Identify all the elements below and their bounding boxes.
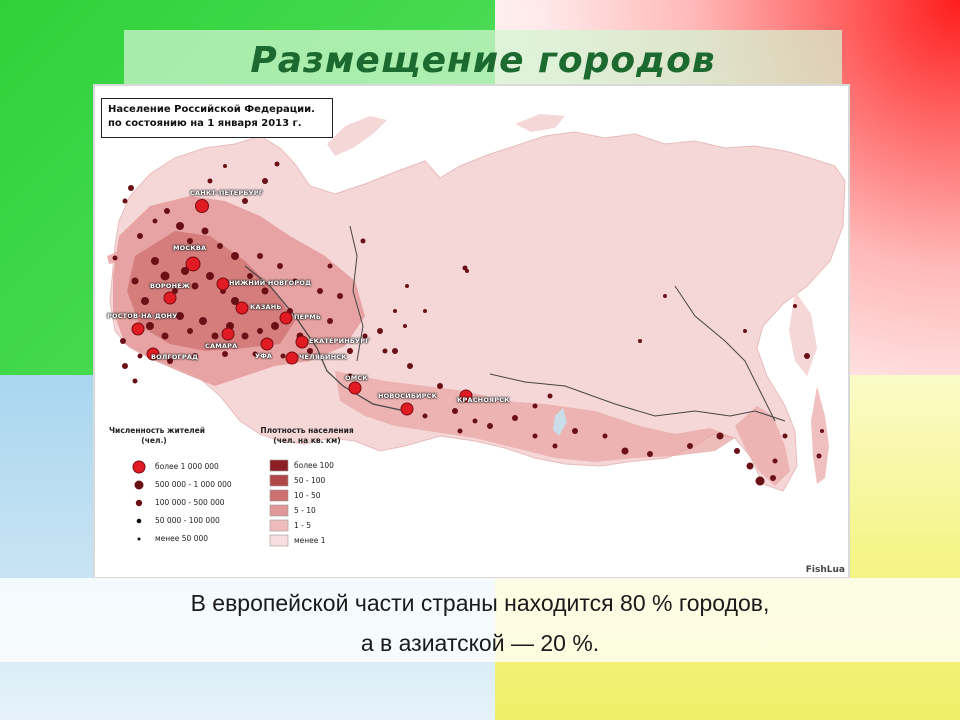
city-label: САМАРА	[205, 342, 238, 350]
city-marker-chelyabinsk	[285, 351, 299, 365]
city-label: МОСКВА	[173, 244, 207, 252]
million-city-markers	[131, 199, 473, 416]
legend-density-title-line: Плотность населения	[260, 426, 354, 435]
ural-border-line	[349, 225, 364, 362]
density-swatch-3	[269, 489, 289, 502]
map-header-line-2: по состоянию на 1 января 2013 г.	[108, 118, 302, 129]
legend-density-swatches	[269, 459, 289, 547]
legend-density-label: 5 - 10	[294, 506, 316, 515]
density-swatch-6	[269, 534, 289, 547]
city-marker-saint-petersburg	[195, 199, 209, 213]
legend-density-label: 50 - 100	[294, 476, 326, 485]
far-east-band	[735, 406, 790, 486]
density-swatch-4	[269, 504, 289, 517]
city-label: УФА	[255, 352, 273, 360]
far-east-border-line	[674, 285, 776, 422]
city-label: ОМСК	[345, 374, 368, 382]
caption-line-1: В европейской части страны находится 80 …	[190, 590, 770, 616]
legend-population-label: более 1 000 000	[155, 462, 219, 471]
city-marker-rostov	[131, 322, 145, 336]
city-label: КАЗАНЬ	[250, 303, 282, 311]
title-band	[124, 30, 842, 92]
siberian-settlement-band	[335, 371, 735, 462]
city-marker-volgograd	[146, 347, 160, 361]
internal-border-line	[244, 265, 406, 412]
city-marker-samara	[221, 327, 235, 341]
european-core-zone	[127, 231, 295, 351]
city-marker-perm	[279, 311, 293, 325]
russia-landmass	[109, 131, 846, 492]
russia-map-graphic	[107, 114, 846, 547]
taymyr-islands	[515, 114, 565, 132]
legend-density-title: Плотность населения (чел. на кв. км)	[257, 426, 357, 446]
city-marker-omsk	[348, 381, 362, 395]
legend-population-label: 50 000 - 100 000	[155, 516, 220, 525]
city-marker-kazan	[235, 301, 249, 315]
city-label: РОСТОВ-НА-ДОНУ	[107, 312, 178, 320]
density-swatch-5	[269, 519, 289, 532]
sakhalin-island	[811, 386, 829, 484]
city-marker-novosibirsk	[400, 402, 414, 416]
legend-population-label: менее 50 000	[155, 534, 209, 543]
city-marker-moscow	[185, 256, 201, 272]
novaya-zemlya	[327, 116, 387, 156]
siberia-border-line	[489, 373, 786, 422]
city-marker-krasnoyarsk	[459, 389, 473, 403]
map-header-line-1: Население Российской Федерации.	[108, 104, 315, 115]
city-marker-ufa	[260, 337, 274, 351]
small-city-dots	[112, 161, 824, 486]
population-map: Население Российской Федерации. по состо…	[93, 84, 850, 579]
city-label: ВОЛГОГРАД	[151, 353, 199, 361]
legend-population-label: 100 000 - 500 000	[155, 498, 225, 507]
map-header-box: Население Российской Федерации. по состо…	[101, 98, 333, 138]
legend-symbol-largest	[132, 460, 146, 474]
slide-title: Размещение городов	[250, 40, 716, 81]
city-label: ЕКАТЕРИНБУРГ	[309, 337, 370, 345]
legend-symbol-medium	[135, 499, 143, 507]
legend-population-title-line: Численность жителей	[109, 426, 205, 435]
legend-population-label: 500 000 - 1 000 000	[155, 480, 232, 489]
legend-symbol-large	[134, 480, 144, 490]
lake-baikal	[553, 408, 567, 436]
kamchatka-peninsula	[789, 291, 817, 376]
city-marker-voronezh	[163, 291, 177, 305]
city-marker-nizhny-novgorod	[216, 277, 230, 291]
caption-band	[0, 578, 960, 662]
city-label: НИЖНИЙ НОВГОРОД	[229, 279, 312, 287]
legend-density-label: 1 - 5	[294, 521, 312, 530]
legend-population-title-line: (чел.)	[141, 436, 167, 445]
caption-line-2: а в азиатской — 20 %.	[360, 630, 600, 656]
legend-symbol-smallest	[137, 537, 141, 541]
legend-density-title-line: (чел. на кв. км)	[273, 436, 341, 445]
city-label: САНКТ-ПЕТЕРБУРГ	[190, 189, 264, 197]
legend-population-title: Численность жителей (чел.)	[109, 426, 205, 446]
legend-density-label: 10 - 50	[294, 491, 321, 500]
city-label: КРАСНОЯРСК	[457, 396, 510, 404]
density-swatch-1	[269, 459, 289, 472]
legend-symbol-small	[136, 518, 142, 524]
city-label: ЧЕЛЯБИНСК	[299, 353, 347, 361]
city-marker-ekaterinburg	[295, 335, 309, 349]
legend-density-label: менее 1	[294, 536, 326, 545]
legend-population-symbols	[132, 460, 146, 541]
city-label: ВОРОНЕЖ	[150, 282, 191, 290]
legend-density-label: более 100	[294, 461, 334, 470]
city-label: ПЕРМЬ	[294, 313, 322, 321]
city-label: НОВОСИБИРСК	[378, 392, 438, 400]
map-watermark: FishLua	[805, 565, 845, 575]
density-swatch-2	[269, 474, 289, 487]
